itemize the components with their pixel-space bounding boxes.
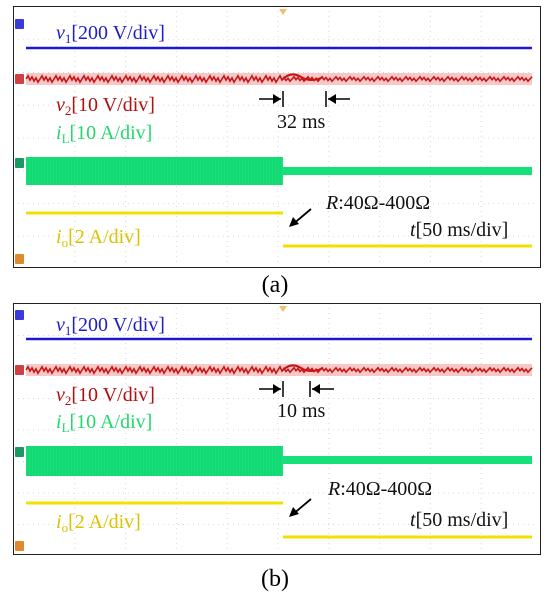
channel-marker-v2: [15, 74, 24, 84]
channel-marker-iL: [15, 447, 24, 457]
channel-marker-v1: [15, 19, 24, 29]
v2-trace: [25, 365, 533, 375]
recovery-arrowhead-left: [273, 384, 281, 394]
recovery-time-label: 10 ms: [277, 400, 326, 422]
io-label: io[2 A/div]: [56, 511, 141, 535]
load-step-label: R:40Ω-400Ω: [328, 478, 433, 500]
load-step-arrowhead: [289, 217, 299, 227]
caption-a: (a): [261, 272, 289, 298]
load-step-label: R:40Ω-400Ω: [326, 192, 431, 214]
waveform-plot-a: [15, 9, 538, 265]
scope-screen-b: v1[200 V/div] v2[10 V/div] iL[10 A/div] …: [13, 303, 541, 555]
scope-screen-a: v1[200 V/div] v2[10 V/div] iL[10 A/div] …: [13, 6, 541, 268]
v2-envelope: [26, 364, 532, 376]
time-scale-label: t[50 ms/div]: [410, 509, 509, 531]
caption-b: (b): [261, 566, 289, 592]
trigger-marker: [279, 306, 287, 312]
iL-band-after: [283, 456, 532, 464]
trigger-marker: [279, 9, 287, 15]
v2-label: v2[10 V/div]: [56, 384, 155, 408]
time-scale-label: t[50 ms/div]: [410, 219, 509, 241]
v1-label: v1[200 V/div]: [56, 22, 165, 46]
iL-band-before: [26, 157, 283, 185]
iL-label: iL[10 A/div]: [56, 122, 153, 146]
recovery-arrowhead-left: [273, 94, 281, 104]
v2-trace: [25, 74, 533, 84]
iL-band-after: [283, 167, 532, 175]
v1-label: v1[200 V/div]: [56, 314, 165, 338]
recovery-arrowhead-right: [328, 94, 336, 104]
v2-label: v2[10 V/div]: [56, 94, 155, 118]
v2-envelope: [26, 73, 532, 85]
load-step-arrowhead: [289, 507, 299, 517]
v2-transient: [282, 73, 324, 81]
v2-transient: [282, 364, 324, 372]
channel-marker-iL: [15, 158, 24, 168]
iL-band-before: [26, 446, 283, 476]
channel-marker-io: [15, 254, 24, 264]
iL-label: iL[10 A/div]: [56, 411, 153, 435]
recovery-time-label: 32 ms: [277, 111, 326, 133]
recovery-arrowhead-right: [312, 384, 320, 394]
channel-marker-v1: [15, 310, 24, 320]
waveform-plot-b: [15, 306, 538, 552]
channel-marker-v2: [15, 365, 24, 375]
channel-marker-io: [15, 541, 24, 551]
io-label: io[2 A/div]: [56, 226, 141, 250]
